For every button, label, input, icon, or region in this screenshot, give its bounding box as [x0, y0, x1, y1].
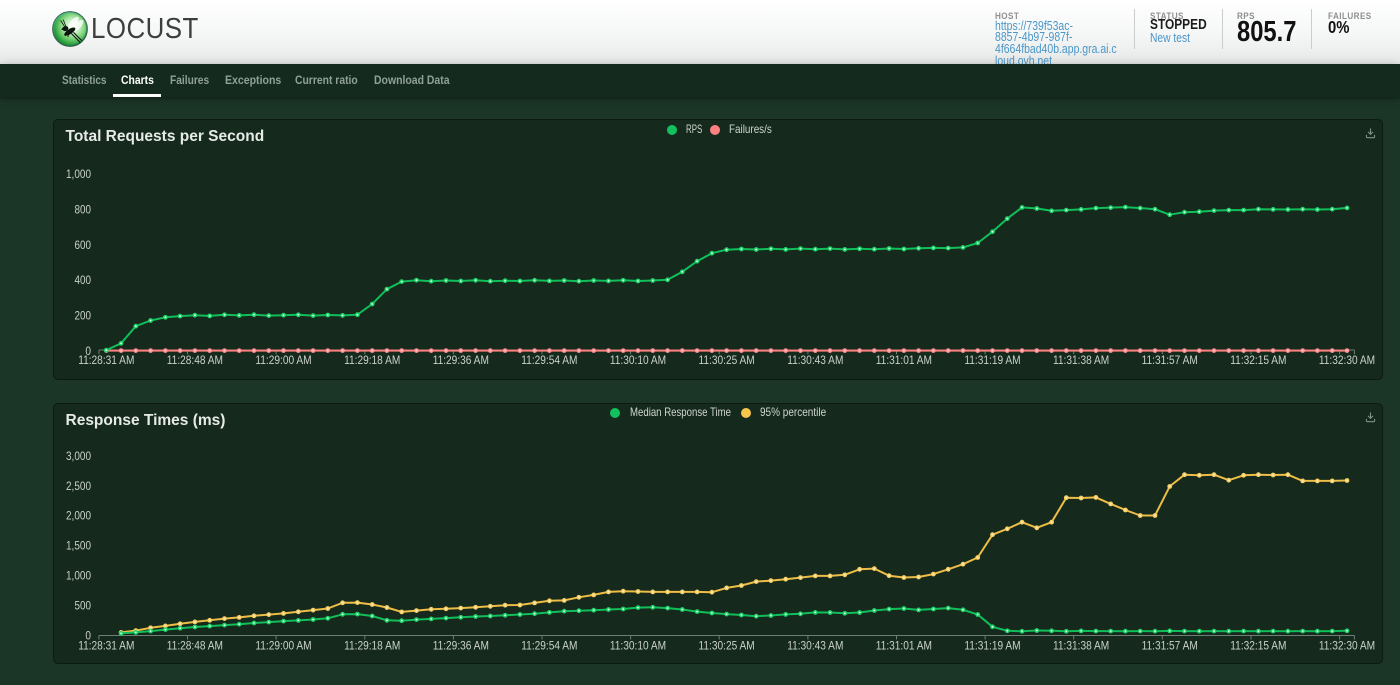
svg-text:11:29:54 AM: 11:29:54 AM [521, 639, 577, 653]
svg-text:11:32:30 AM: 11:32:30 AM [1319, 353, 1375, 367]
svg-text:11:29:18 AM: 11:29:18 AM [344, 639, 400, 653]
svg-text:200: 200 [75, 309, 92, 323]
svg-text:11:29:36 AM: 11:29:36 AM [433, 353, 489, 367]
svg-text:0: 0 [85, 628, 91, 642]
svg-text:11:28:48 AM: 11:28:48 AM [167, 353, 223, 367]
svg-text:1,000: 1,000 [66, 167, 91, 181]
svg-text:11:30:25 AM: 11:30:25 AM [699, 639, 755, 653]
svg-text:11:29:18 AM: 11:29:18 AM [344, 353, 400, 367]
svg-text:1,000: 1,000 [66, 569, 91, 583]
svg-text:2,000: 2,000 [66, 509, 91, 523]
svg-text:11:31:57 AM: 11:31:57 AM [1142, 353, 1198, 367]
svg-text:2,500: 2,500 [66, 479, 91, 493]
svg-text:400: 400 [75, 273, 92, 287]
svg-text:11:31:01 AM: 11:31:01 AM [876, 639, 932, 653]
svg-text:11:29:00 AM: 11:29:00 AM [255, 353, 311, 367]
svg-text:500: 500 [75, 598, 92, 612]
svg-text:11:28:31 AM: 11:28:31 AM [78, 353, 134, 367]
svg-text:1,500: 1,500 [66, 539, 91, 553]
svg-text:600: 600 [75, 238, 92, 252]
svg-text:11:31:19 AM: 11:31:19 AM [964, 639, 1020, 653]
svg-text:11:30:25 AM: 11:30:25 AM [699, 353, 755, 367]
svg-text:11:31:38 AM: 11:31:38 AM [1053, 353, 1109, 367]
svg-text:11:29:00 AM: 11:29:00 AM [255, 639, 311, 653]
svg-text:11:31:57 AM: 11:31:57 AM [1142, 639, 1198, 653]
svg-text:11:30:10 AM: 11:30:10 AM [610, 353, 666, 367]
svg-text:3,000: 3,000 [66, 449, 91, 463]
svg-text:11:28:48 AM: 11:28:48 AM [167, 639, 223, 653]
svg-text:0: 0 [85, 344, 91, 358]
svg-text:11:32:15 AM: 11:32:15 AM [1230, 639, 1286, 653]
svg-text:11:28:31 AM: 11:28:31 AM [78, 639, 134, 653]
svg-text:11:31:19 AM: 11:31:19 AM [964, 353, 1020, 367]
svg-text:11:29:36 AM: 11:29:36 AM [433, 639, 489, 653]
svg-text:11:31:01 AM: 11:31:01 AM [876, 353, 932, 367]
svg-text:11:31:38 AM: 11:31:38 AM [1053, 639, 1109, 653]
svg-text:11:30:10 AM: 11:30:10 AM [610, 639, 666, 653]
svg-text:11:30:43 AM: 11:30:43 AM [787, 639, 843, 653]
svg-text:11:30:43 AM: 11:30:43 AM [787, 353, 843, 367]
svg-text:11:32:30 AM: 11:32:30 AM [1319, 639, 1375, 653]
svg-text:800: 800 [75, 202, 92, 216]
svg-text:11:29:54 AM: 11:29:54 AM [521, 353, 577, 367]
svg-text:11:32:15 AM: 11:32:15 AM [1230, 353, 1286, 367]
